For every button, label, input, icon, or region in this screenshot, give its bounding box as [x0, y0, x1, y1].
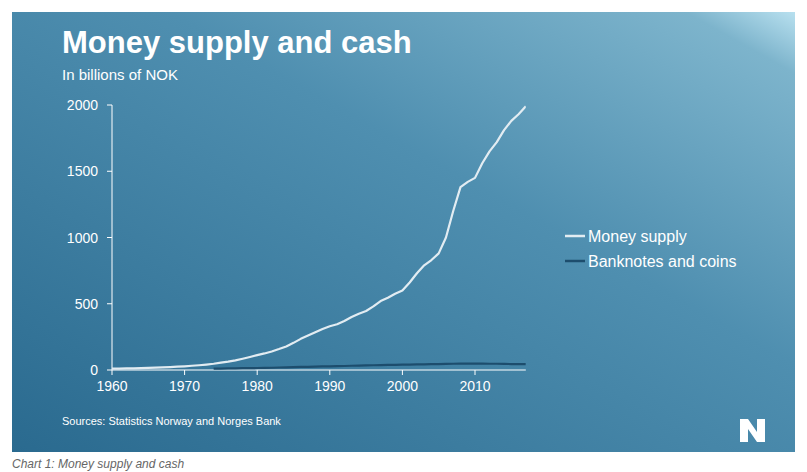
plot-area [112, 106, 526, 368]
legend-swatch [565, 260, 585, 263]
y-tick [107, 303, 112, 304]
x-axis [112, 370, 526, 371]
y-tick [107, 370, 112, 371]
logo [740, 419, 765, 442]
source: Sources: Statistics Norway and Norges Ba… [62, 415, 281, 427]
x-tick-label: 1980 [242, 378, 273, 394]
legend-label: Banknotes and coins [588, 253, 737, 270]
y-tick-label: 1500 [67, 163, 98, 179]
x-tick-label: 1970 [169, 378, 200, 394]
y-tick-label: 500 [75, 296, 99, 312]
panel [12, 12, 795, 452]
x-tick [184, 370, 185, 375]
legend-swatch [565, 235, 585, 238]
x-tick-label: 2010 [459, 378, 490, 394]
x-tick-label: 2000 [387, 378, 418, 394]
series-line [214, 364, 526, 369]
series-line [112, 106, 526, 368]
x-tick-label: 1960 [96, 378, 127, 394]
chart: Money supply and cash In billions of NOK S… [0, 0, 807, 472]
y-tick-label: 2000 [67, 97, 98, 113]
y-tick-label: 1000 [67, 230, 98, 246]
x-tick-label: 1990 [314, 378, 345, 394]
x-tick [402, 370, 403, 375]
legend-label: Money supply [588, 228, 687, 245]
x-tick [257, 370, 258, 375]
title: Money supply and cash [62, 25, 412, 60]
x-tick [112, 370, 113, 375]
caption: Chart 1: Money supply and cash [12, 457, 184, 471]
y-tick [107, 105, 112, 106]
x-tick [475, 370, 476, 375]
x-tick [329, 370, 330, 375]
subtitle: In billions of NOK [62, 66, 178, 83]
y-tick [107, 237, 112, 238]
y-tick-label: 0 [90, 362, 98, 378]
y-tick [107, 171, 112, 172]
